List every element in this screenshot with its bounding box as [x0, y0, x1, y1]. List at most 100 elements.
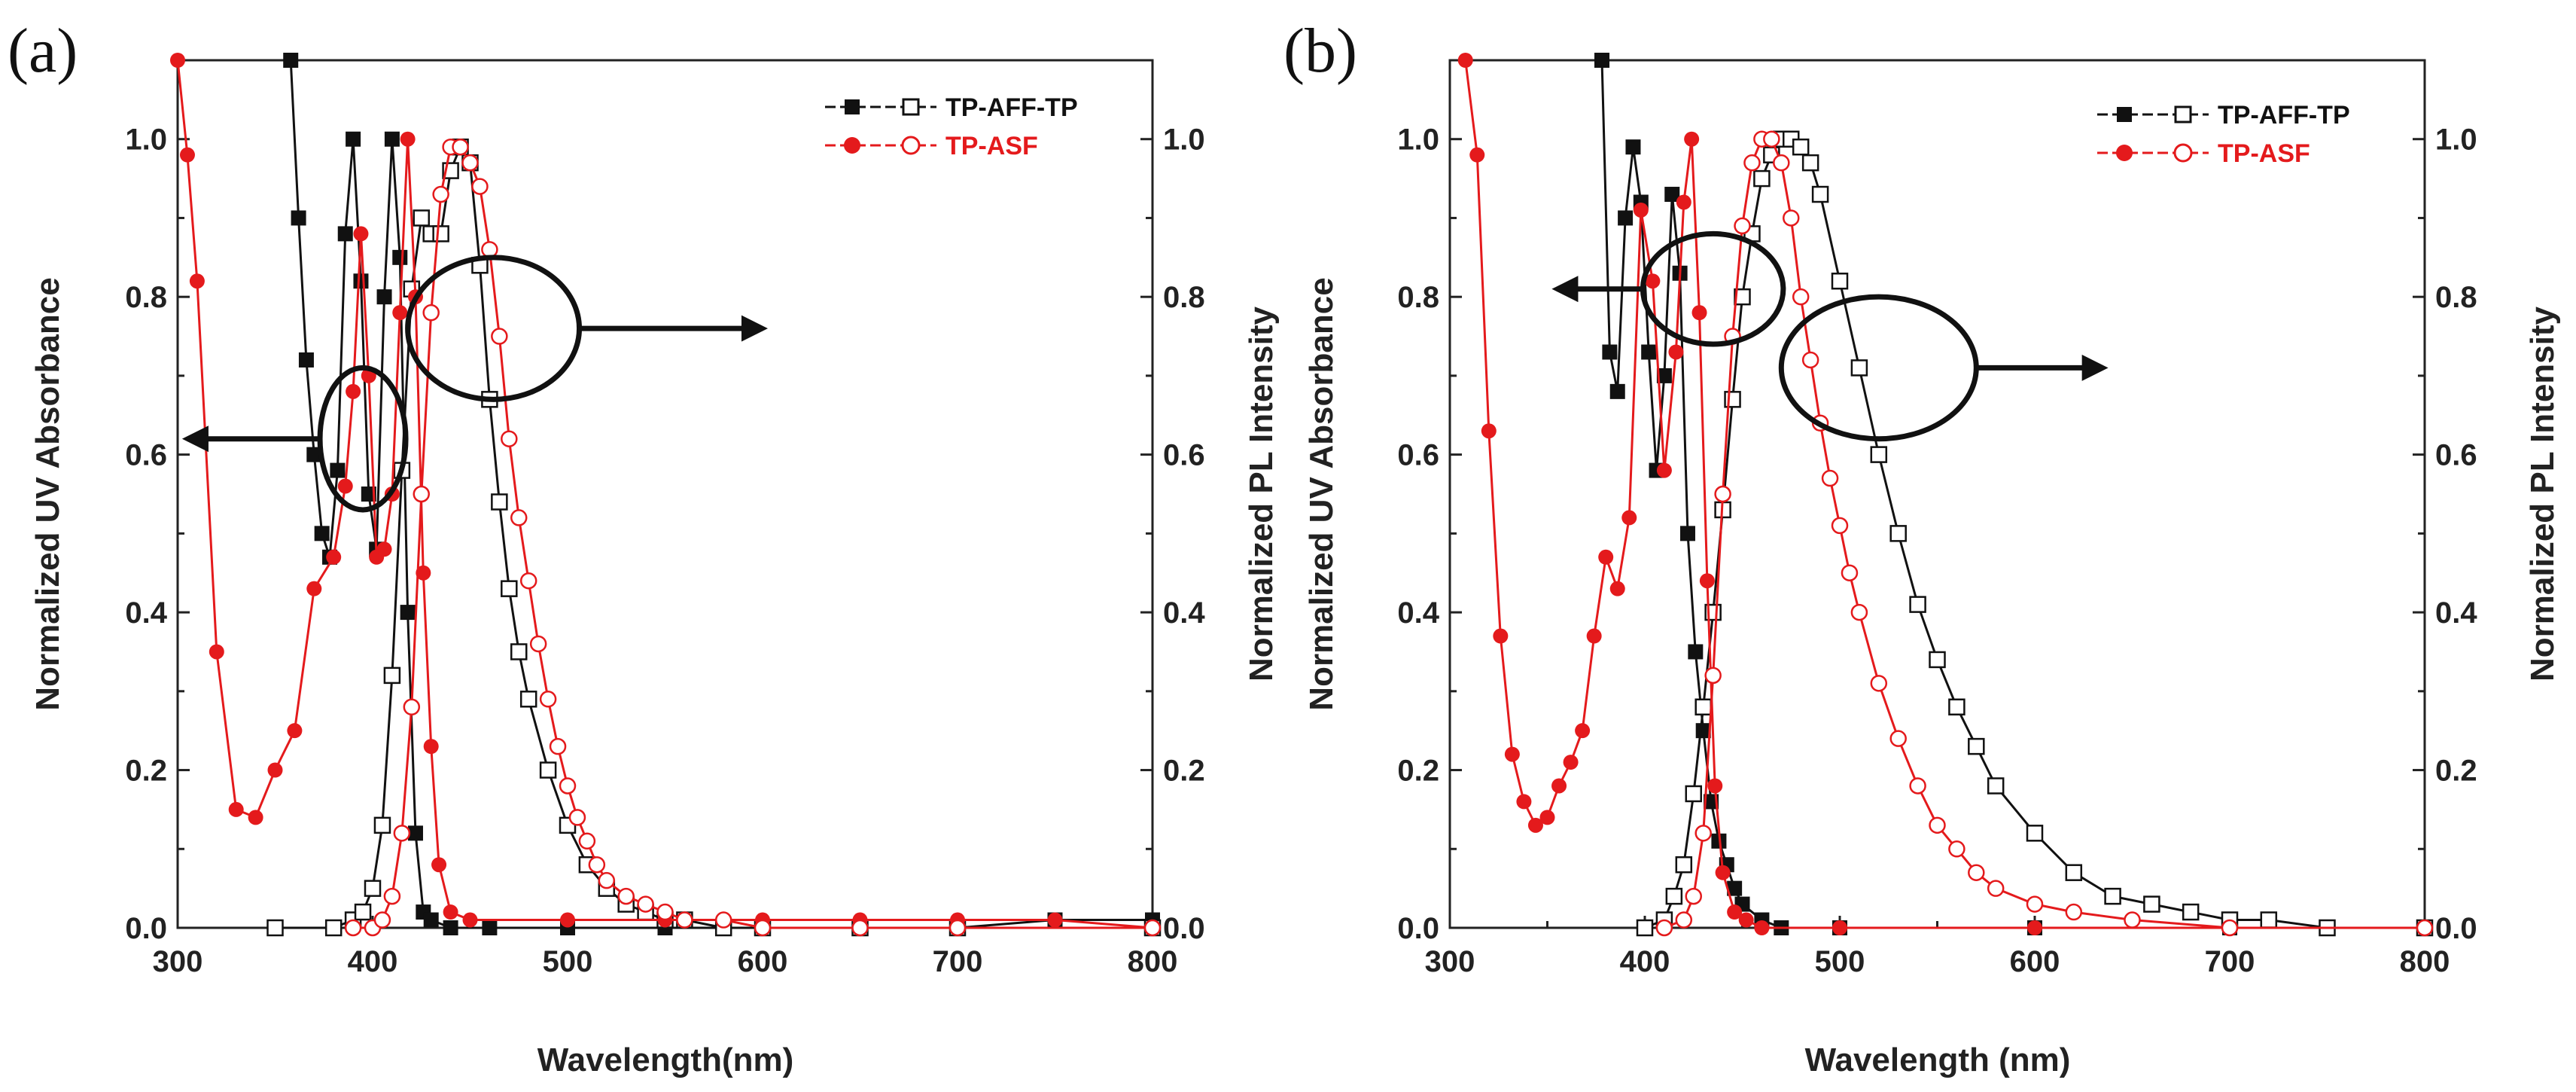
- data-point: [1811, 185, 1829, 203]
- data-point: [754, 919, 772, 937]
- series-line: [176, 59, 1153, 929]
- y-tick-label-left: 0.8: [1397, 281, 1439, 314]
- data-point: [432, 225, 449, 242]
- data-point: [501, 430, 518, 447]
- data-point: [373, 911, 391, 929]
- data-point: [1763, 130, 1780, 148]
- legend-entry-asf: TP-ASF: [825, 132, 1038, 160]
- series-tp-asf-emission: [1655, 130, 2434, 937]
- data-point: [1870, 446, 1888, 463]
- data-point: [1727, 880, 1743, 896]
- data-point: [1047, 912, 1063, 928]
- y-tick-label-left: 0.6: [1397, 439, 1439, 472]
- legend-marker-filled-square: [845, 99, 860, 114]
- legend-marker-open-square: [902, 98, 920, 116]
- legend-entry-asf: TP-ASF: [2097, 139, 2310, 168]
- data-point: [1792, 288, 1810, 306]
- data-point: [2065, 864, 2083, 881]
- x-tick-label: 700: [933, 945, 983, 978]
- y-axis-title-left: Normalized UV Absorbance: [1303, 277, 1340, 710]
- data-point: [267, 762, 283, 778]
- data-point: [1143, 919, 1162, 937]
- data-point: [1734, 288, 1751, 306]
- data-point: [1563, 755, 1579, 770]
- data-point: [373, 816, 391, 834]
- data-point: [344, 919, 362, 937]
- x-tick-label: 800: [2400, 945, 2450, 978]
- data-point: [407, 825, 423, 841]
- data-point: [510, 509, 528, 526]
- data-point: [1469, 147, 1485, 163]
- data-point: [1929, 651, 1946, 669]
- x-axis-title: Wavelength (nm): [1805, 1042, 2071, 1078]
- y-tick-label-right: 0.4: [2435, 596, 2477, 630]
- data-point: [2221, 919, 2239, 937]
- data-point: [209, 644, 224, 660]
- data-point: [376, 289, 392, 305]
- data-point: [2026, 825, 2044, 842]
- data-point: [519, 572, 537, 590]
- series-tp-asf-absorption: [1457, 53, 2432, 935]
- legend-label: TP-ASF: [2218, 139, 2310, 168]
- y-tick-labels-right: 0.0 0.2 0.4 0.6 0.8 1.0: [2435, 124, 2477, 945]
- series-layer: [170, 53, 1162, 937]
- data-point: [617, 887, 635, 905]
- data-point: [266, 919, 284, 937]
- series-line: [1644, 138, 2425, 929]
- data-point: [1675, 856, 1693, 874]
- data-point: [1598, 549, 1614, 565]
- data-point: [423, 739, 439, 755]
- series-tp-aff-tp-absorption: [1594, 53, 2432, 935]
- panel-label: (a): [8, 16, 78, 86]
- data-point: [501, 580, 518, 597]
- x-tick-label: 600: [738, 945, 788, 978]
- data-point: [1889, 525, 1907, 542]
- data-point: [1688, 644, 1704, 660]
- legend-marker-open-square: [2174, 105, 2192, 124]
- data-point: [1792, 138, 1810, 156]
- data-point: [560, 912, 575, 928]
- series-tp-aff-tp-emission: [1636, 130, 2434, 937]
- data-point: [482, 920, 498, 935]
- data-point: [1691, 305, 1707, 321]
- legend-label: TP-ASF: [945, 132, 1038, 160]
- data-point: [1656, 462, 1672, 478]
- data-point: [851, 919, 869, 937]
- data-point: [491, 493, 508, 511]
- x-tick-label: 400: [1620, 945, 1670, 978]
- y-tick-labels-right: 0.0 0.2 0.4 0.6 0.8 1.0: [1163, 124, 1205, 945]
- tick-marks: [1448, 138, 2426, 929]
- data-point: [1727, 904, 1743, 920]
- data-point: [337, 226, 353, 242]
- y-axis-title-right: Normalized PL Intensity: [2524, 306, 2561, 681]
- data-point: [2260, 911, 2278, 929]
- data-point: [1987, 880, 2005, 897]
- legend-marker-filled-circle: [844, 137, 860, 154]
- data-point: [539, 761, 557, 779]
- data-point: [384, 131, 400, 147]
- y-tick-label-right: 0.8: [1163, 281, 1205, 314]
- legend-label: TP-AFF-TP: [945, 93, 1078, 122]
- y-tick-label-right: 0.0: [1163, 912, 1205, 945]
- data-point: [403, 698, 421, 716]
- legend-label: TP-AFF-TP: [2218, 101, 2350, 130]
- data-point: [170, 53, 185, 68]
- data-point: [1636, 919, 1654, 937]
- data-point: [400, 605, 416, 621]
- data-point: [1539, 810, 1555, 825]
- data-point: [283, 53, 299, 68]
- data-point: [1594, 53, 1610, 68]
- y-tick-label-left: 1.0: [1397, 124, 1439, 157]
- data-point: [1704, 666, 1722, 685]
- y-tick-label-left: 0.8: [125, 281, 167, 314]
- data-point: [354, 903, 372, 921]
- data-point: [364, 880, 382, 897]
- data-point: [2124, 911, 2141, 929]
- data-point: [2027, 920, 2042, 935]
- x-tick-label: 300: [153, 945, 203, 978]
- data-point: [298, 352, 314, 368]
- series-line: [289, 59, 1153, 929]
- panel-a: (a) 300 400 500 600 700 800 0.0 0.2 0.4 …: [8, 16, 1280, 1078]
- data-point: [422, 304, 440, 322]
- data-point: [1699, 573, 1715, 589]
